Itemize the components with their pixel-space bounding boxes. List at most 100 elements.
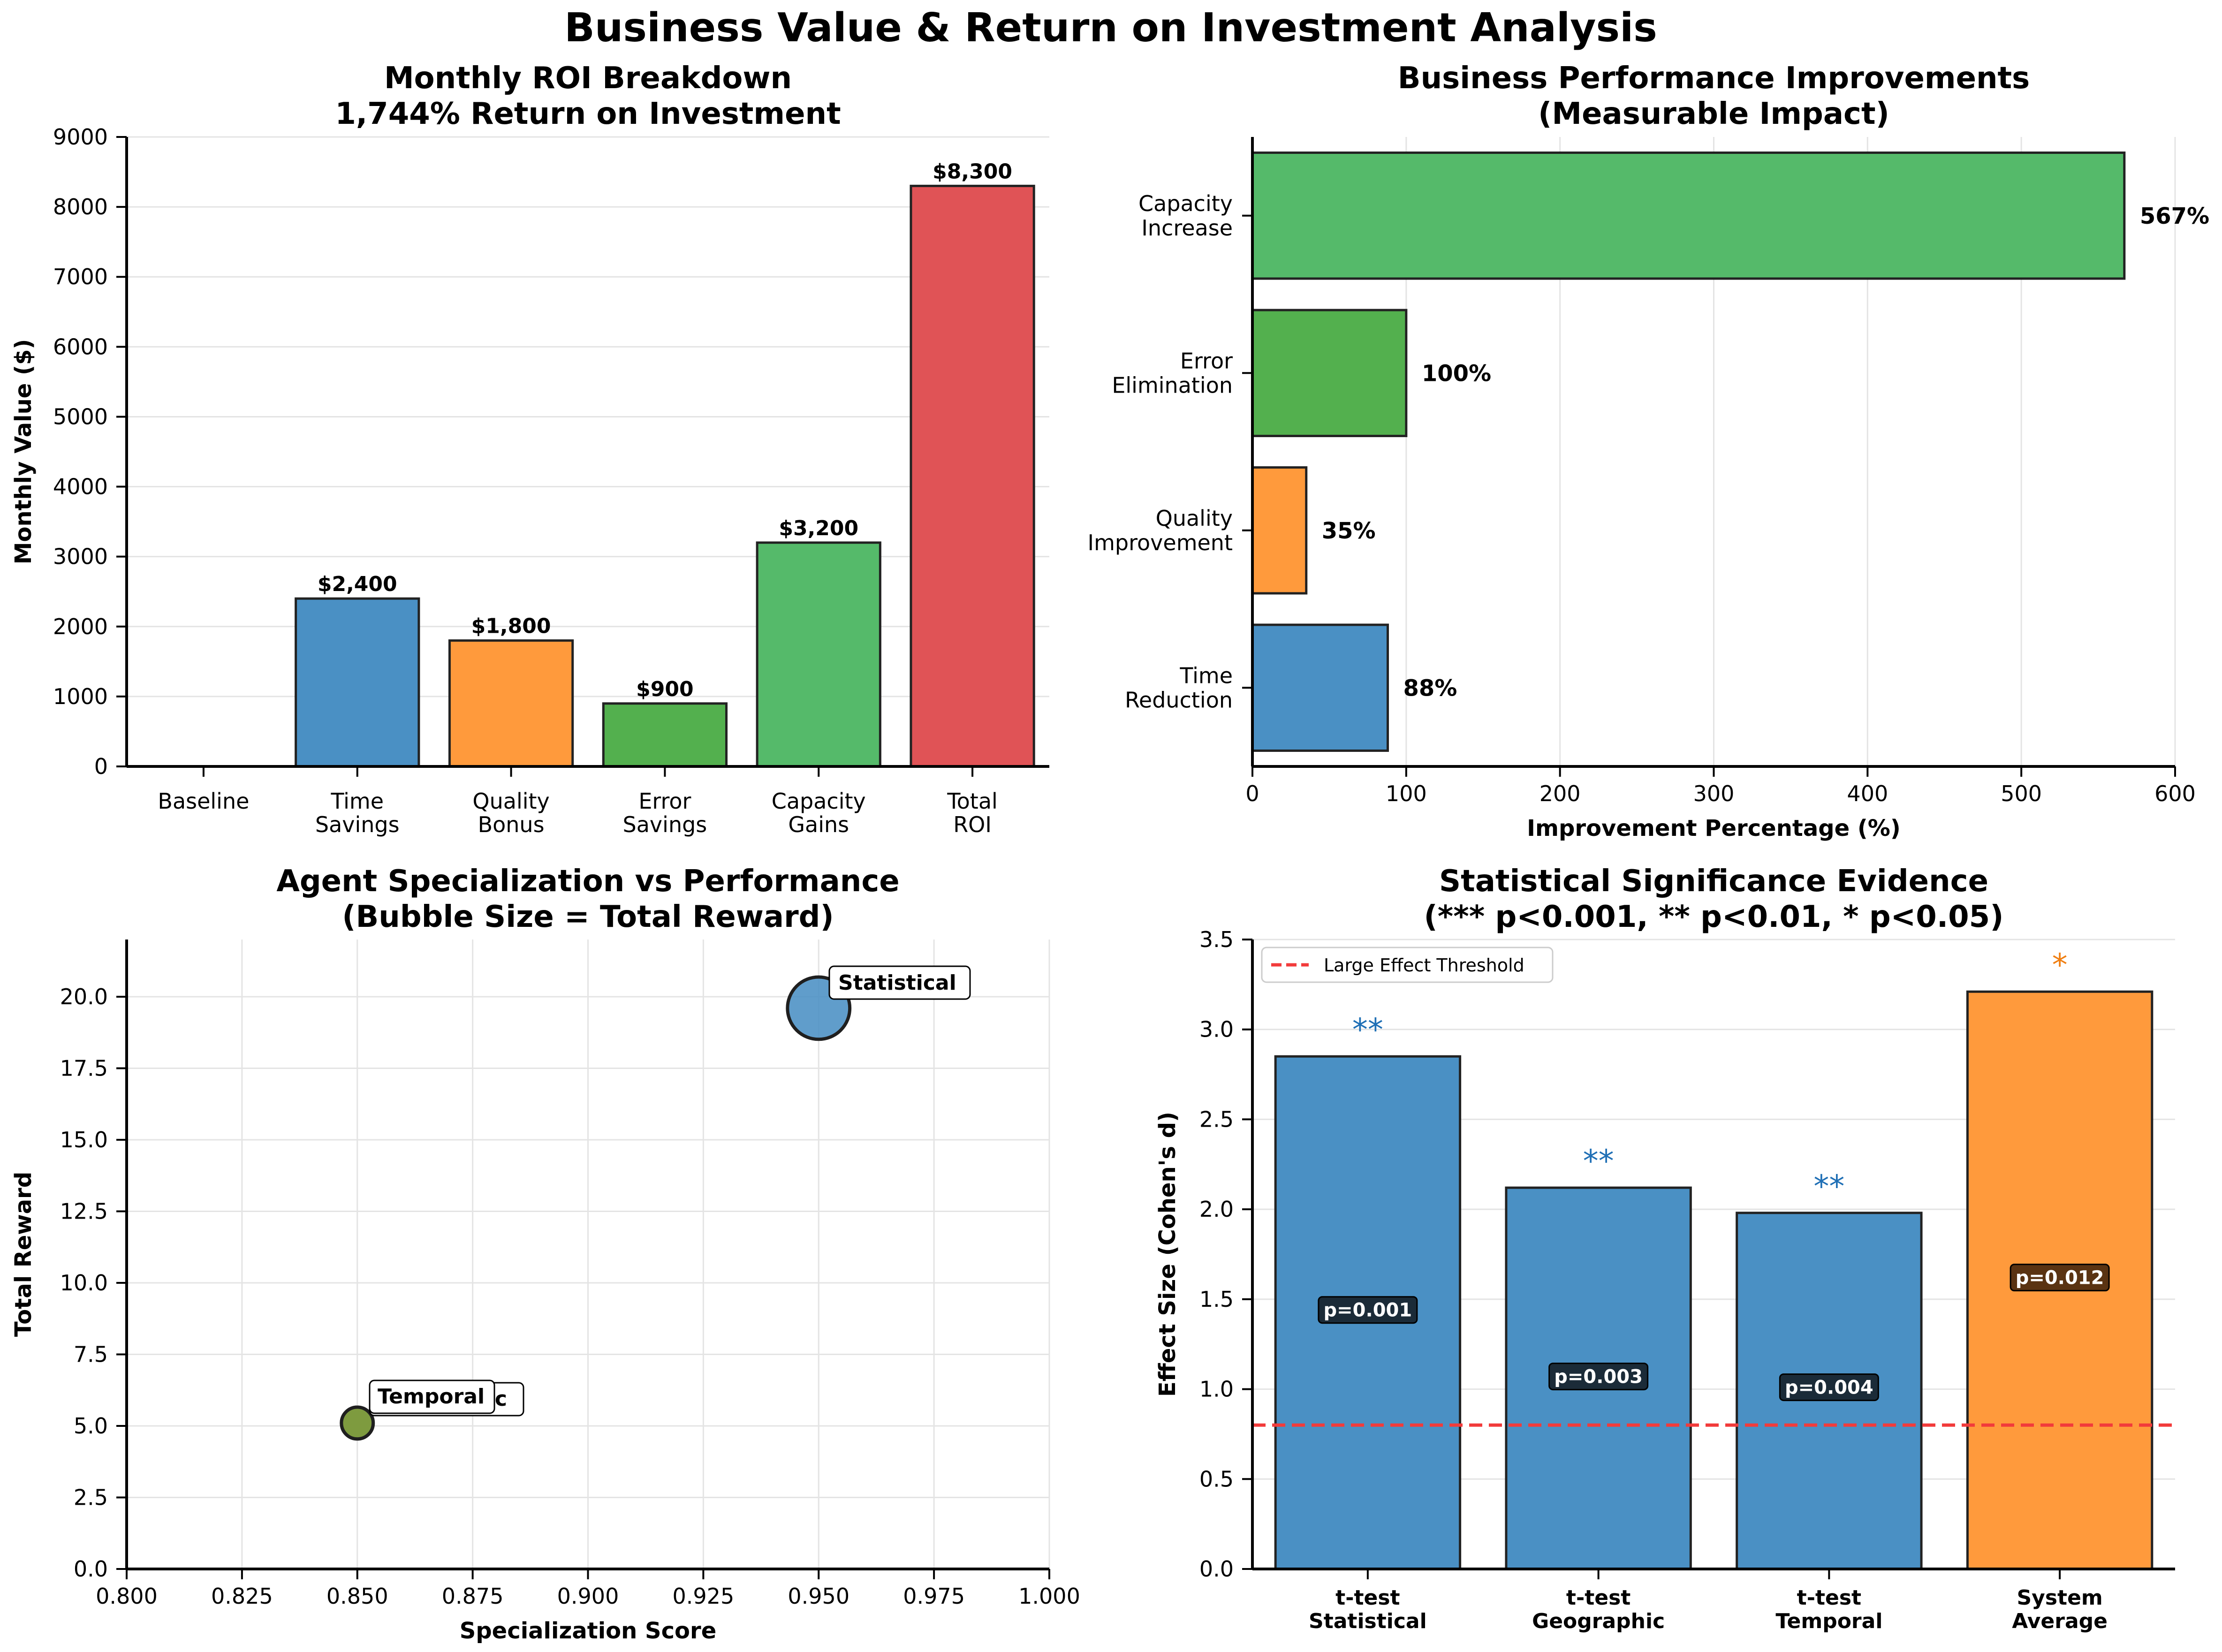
roi-bar [602,702,728,768]
y-tick-label: 0.5 [1199,1466,1234,1492]
y-tick-label-line: Reduction [1125,687,1233,712]
panel-title-line: (Bubble Size = Total Reward) [342,900,834,934]
significance-marker: ** [1813,1168,1844,1205]
bar-value-label: $2,400 [318,572,397,596]
y-tick-label: Quality Improvement [1088,506,1233,555]
y-tick-label: 7000 [53,264,108,289]
x-tick-label: Error Savings [623,788,707,837]
x-tick-label: Baseline [158,788,249,814]
bar-value-label: 567% [2140,203,2209,229]
x-tick-label-line: Total [947,788,997,814]
x-tick-label: 0.925 [673,1584,735,1609]
panel-title-line: Statistical Significance Evidence [1439,864,1988,899]
x-tick-label: 0.975 [903,1584,965,1609]
panel-monthly-roi: 0 1000 2000 3000 4000 5000 6000 7000 8000 9000 Bas… [10,61,1049,837]
y-tick-label: 2.5 [1199,1106,1234,1132]
x-tick-label-line: t-test [1566,1586,1630,1610]
x-tick-label: 1.000 [1018,1584,1080,1609]
y-tick-label: Time Reduction [1125,663,1233,712]
panel-agent-specialization: 0.800 0.825 0.850 0.875 0.900 0.925 0.950 0.975… [10,864,1080,1644]
x-tick-label: 0.875 [442,1584,504,1609]
significance-marker: ** [1583,1143,1614,1179]
x-tick-label: 500 [2001,781,2042,806]
y-tick-label: 4000 [53,474,108,500]
bar-value-label: $3,200 [779,516,858,540]
x-tick-label: 0.900 [557,1584,619,1609]
panel-title: Statistical Significance Evidence (*** p<… [1424,864,2004,934]
y-tick-label: 0.0 [74,1556,108,1582]
p-value-box [2010,1264,2110,1292]
y-tick-label: 2000 [53,614,108,639]
x-tick-label: Time Savings [315,788,400,837]
bar-value-label: 35% [1322,518,1376,544]
y-axis-label: Effect Size (Cohen's d) [1154,1112,1181,1397]
x-tick-label-line: Average [2012,1609,2108,1633]
x-tick-label: 0.950 [788,1584,849,1609]
p-value-box [1318,1296,1418,1324]
y-tick-label-line: Increase [1141,215,1233,241]
improvement-bar [1251,152,2126,280]
x-tick-label: Total ROI [947,788,997,837]
x-tick-label: 100 [1386,781,1427,806]
panel-title: Agent Specialization vs Performance (Bubb… [276,864,899,934]
x-tick-label-line: Gains [788,812,849,837]
y-tick-label: 12.5 [60,1199,108,1224]
y-tick-label-line: Elimination [1112,372,1233,398]
panel-performance-improvements: 0 100 200 300 400 500 600 88% Time Reduction 35% Qu… [1088,61,2210,841]
panel-title: Monthly ROI Breakdown 1,744% Return on In… [335,61,841,131]
x-tick-label-line: ROI [953,812,992,837]
y-tick-label: 3.0 [1199,1017,1234,1042]
panel-title-line: (*** p<0.001, ** p<0.01, * p<0.05) [1424,900,2004,934]
annotation-statistical: Statistical [838,971,956,995]
improvement-bar [1251,309,1408,437]
annotation-temporal: Temporal [378,1385,485,1409]
x-tick-label-line: Statistical [1309,1609,1427,1633]
x-tick-label: 0.825 [211,1584,273,1609]
y-tick-label: 0.0 [1199,1556,1234,1582]
x-tick-label-line: Time [330,788,384,814]
y-tick-label: 9000 [53,124,108,150]
y-tick-label-line: Quality [1156,506,1233,531]
y-tick-label: 6000 [53,334,108,359]
y-axis-label: Total Reward [10,1172,37,1337]
improvement-bar [1251,623,1389,752]
figure-title: Business Value & Return on Investment An… [564,5,1657,51]
roi-bar [448,639,574,768]
bar-value-label: $8,300 [933,159,1012,183]
p-value-label: p=0.003 [1554,1366,1643,1388]
y-tick-label-line: Time [1179,663,1233,688]
x-tick-label: 200 [1539,781,1581,806]
x-tick-label-line: System [2017,1586,2102,1610]
panel-title-line: Monthly ROI Breakdown [384,61,792,96]
y-tick-label: 7.5 [74,1342,108,1367]
annotation-box [828,965,971,1000]
x-tick-label: 0.850 [326,1584,388,1609]
panel-title-line: Business Performance Improvements [1398,61,2030,96]
x-tick-label: System Average [2012,1586,2108,1633]
y-tick-label: 8000 [53,194,108,220]
bar-value-label: $900 [636,677,693,701]
x-tick-label-line: Temporal [1775,1609,1882,1633]
y-tick-label: 3000 [53,544,108,569]
x-tick-label: 400 [1847,781,1888,806]
y-tick-label: 5000 [53,404,108,429]
y-tick-label: 17.5 [60,1056,108,1081]
bar-value-label: $1,800 [471,614,551,638]
x-tick-label: Quality Bonus [472,788,549,837]
x-tick-label-line: t-test [1797,1586,1861,1610]
x-tick-label: t-test Temporal [1775,1586,1882,1633]
bar-value-label: 88% [1403,675,1457,701]
annotation-box [369,1379,495,1414]
p-value-box [1779,1373,1879,1402]
legend-label: Large Effect Threshold [1324,955,1524,976]
y-tick-label: 1.5 [1199,1287,1234,1312]
x-tick-label: 300 [1693,781,1735,806]
x-tick-label-line: Capacity [772,788,866,814]
agent-bubble [340,1405,375,1441]
x-tick-label: 600 [2154,781,2196,806]
panel-title-line: (Measurable Impact) [1538,97,1889,131]
roi-bar [756,541,881,768]
y-axis-label: Monthly Value ($) [10,339,37,565]
